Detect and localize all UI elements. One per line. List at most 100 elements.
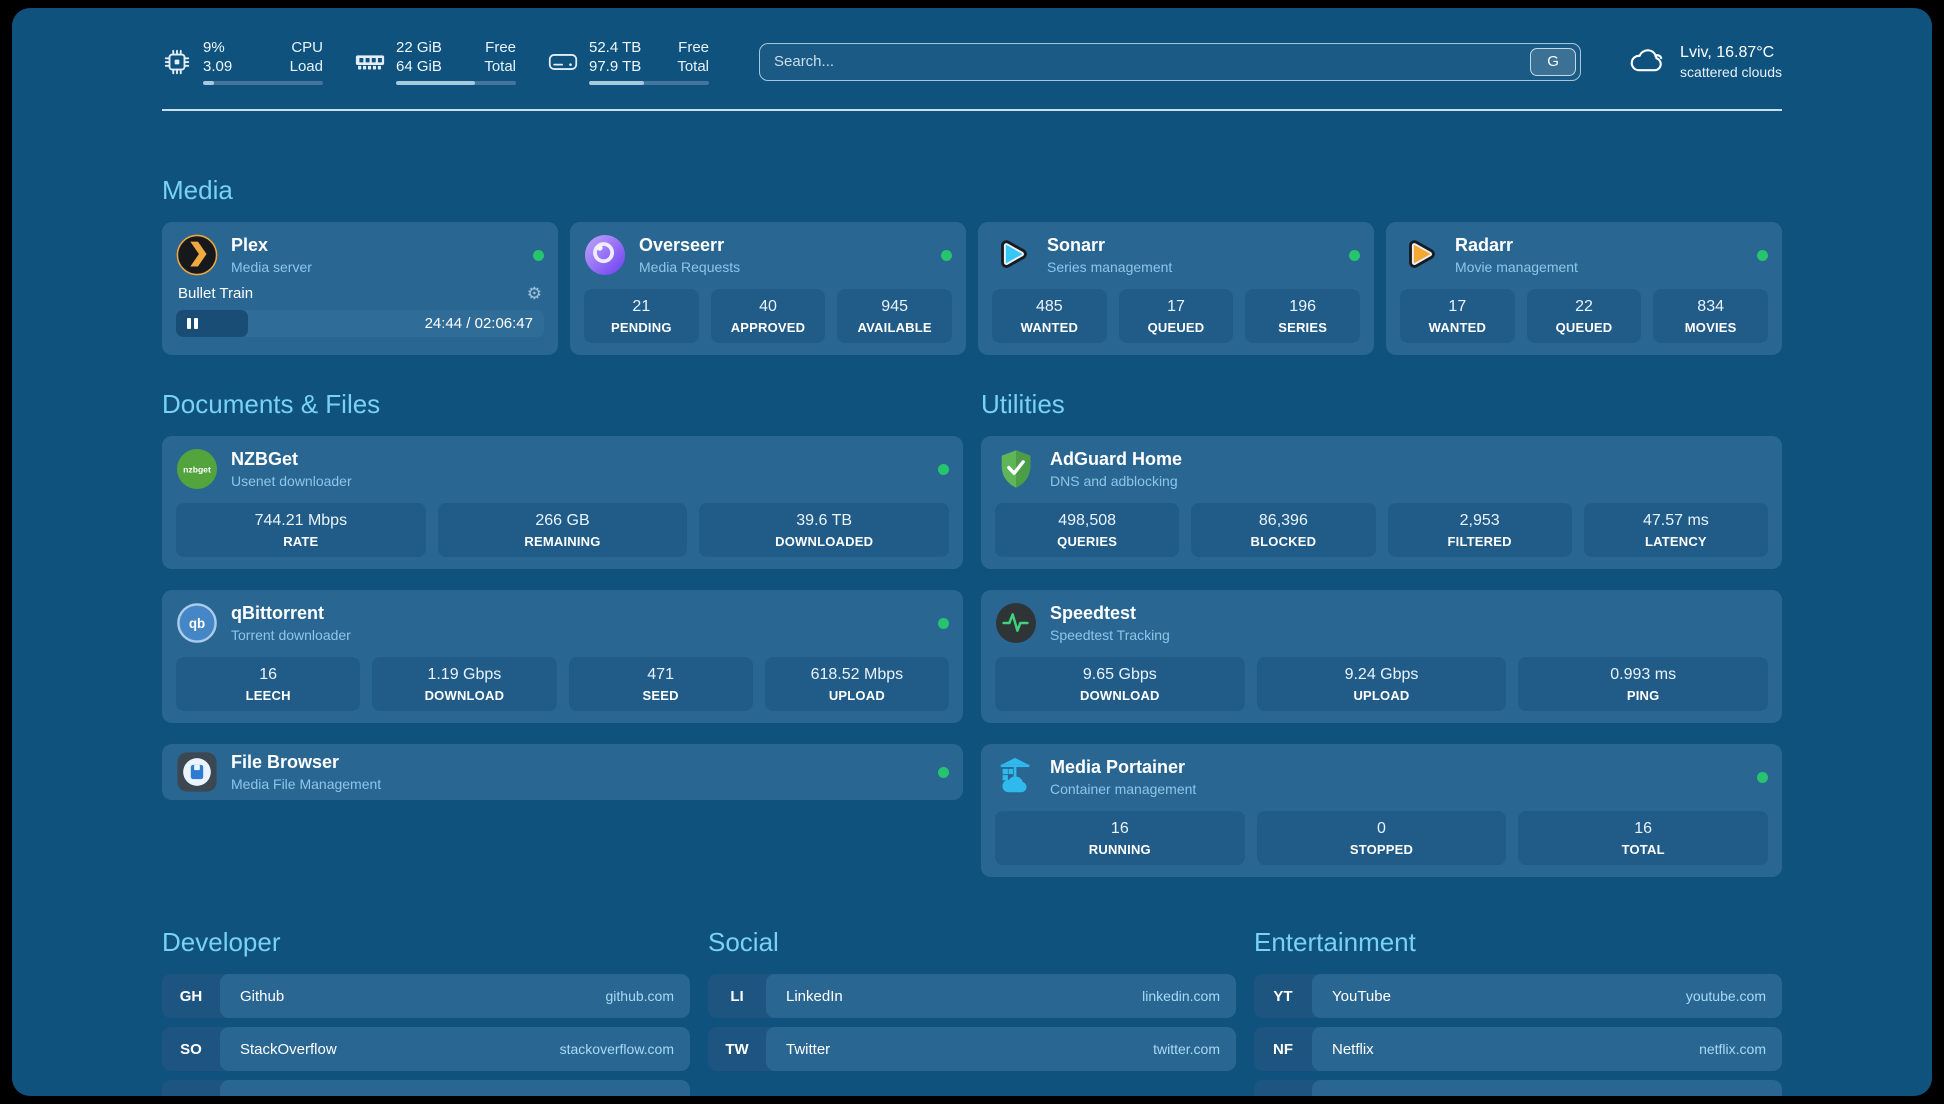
- bookmark-group-social: Social LI LinkedIn linkedin.com TW Twitt…: [708, 927, 1236, 1080]
- section-title-utilities: Utilities: [981, 389, 1065, 419]
- section-title-media: Media: [162, 175, 233, 205]
- stat-box: 834 MOVIES: [1653, 289, 1768, 343]
- bookmark-name: Twitter: [786, 1040, 831, 1058]
- stat-box: 266 GB REMAINING: [437, 503, 688, 557]
- stat-box: 47.57 ms LATENCY: [1583, 503, 1768, 557]
- app-subtitle: Media server: [231, 258, 312, 275]
- documents-column: Documents & Files nzbget NZBGet Usenet d: [162, 389, 963, 800]
- bookmark-netflix[interactable]: NF Netflix netflix.com: [1254, 1027, 1782, 1071]
- stat-box: 744.21 Mbps RATE: [176, 503, 426, 557]
- bookmark-url: youtube.com: [1685, 988, 1766, 1004]
- app-card-nzbget[interactable]: nzbget NZBGet Usenet downloader 744.21 M…: [162, 436, 963, 569]
- disk-total-label: Total: [677, 58, 709, 75]
- bookmark-name: DEV: [240, 1094, 271, 1097]
- app-card-speedtest[interactable]: Speedtest Speedtest Tracking 9.65 Gbps D…: [981, 590, 1782, 723]
- stat-box: 40 APPROVED: [710, 289, 826, 343]
- stat-box: 21 PENDING: [584, 289, 699, 343]
- app-name: File Browser: [231, 752, 340, 773]
- bookmark-name: Reddit: [1332, 1094, 1375, 1097]
- system-stats: 9% CPU 3.09 Load: [162, 38, 709, 85]
- stat-box: 22 QUEUED: [1526, 289, 1642, 343]
- app-card-overseerr[interactable]: Overseerr Media Requests 21 PENDING 40 A…: [570, 222, 966, 355]
- app-card-filebrowser[interactable]: File Browser Media File Management: [162, 744, 963, 800]
- search-engine-button[interactable]: G: [1530, 47, 1577, 76]
- app-subtitle: DNS and adblocking: [1050, 472, 1178, 489]
- app-name: Speedtest: [1050, 603, 1137, 624]
- cpu-load-label: Load: [289, 58, 323, 75]
- stat-box: 86,396 BLOCKED: [1191, 503, 1376, 557]
- bookmark-twitter[interactable]: TW Twitter twitter.com: [708, 1027, 1236, 1071]
- gear-icon[interactable]: ⚙: [526, 284, 542, 303]
- header-divider: [162, 109, 1782, 111]
- stat-box: 39.6 TB DOWNLOADED: [699, 503, 949, 557]
- bookmark-linkedin[interactable]: LI LinkedIn linkedin.com: [708, 974, 1236, 1018]
- stat-box: 485 WANTED: [992, 289, 1107, 343]
- stat-box: 2,953 FILTERED: [1387, 503, 1572, 557]
- bookmark-url: github.com: [605, 988, 674, 1004]
- bookmark-tag: DT: [162, 1080, 220, 1097]
- plex-icon: [176, 234, 218, 276]
- app-card-adguard[interactable]: AdGuard Home DNS and adblocking 498,508 …: [981, 436, 1782, 569]
- bookmark-group-developer: Developer GH Github github.com SO StackO…: [162, 927, 690, 1096]
- app-card-plex[interactable]: Plex Media server Bullet Train ⚙ 24:44 /…: [162, 222, 558, 355]
- bookmark-tag: NF: [1273, 1040, 1293, 1058]
- status-online-dot: [533, 249, 544, 261]
- pause-icon[interactable]: [187, 318, 198, 329]
- search-bar: G: [759, 42, 1582, 81]
- app-subtitle: Media File Management: [231, 775, 382, 792]
- sonarr-icon: [992, 234, 1034, 276]
- app-card-sonarr[interactable]: Sonarr Series management 485 WANTED 17 Q…: [978, 222, 1374, 355]
- app-name: Overseerr: [639, 235, 725, 256]
- bookmark-github[interactable]: GH Github github.com: [162, 974, 690, 1018]
- weather-condition: scattered clouds: [1680, 63, 1782, 80]
- disk-icon: [548, 51, 578, 73]
- weather-location-temp: Lviv, 16.87°C: [1680, 43, 1775, 61]
- app-name: AdGuard Home: [1050, 449, 1183, 470]
- app-name: Radarr: [1455, 235, 1514, 256]
- search-input[interactable]: [774, 53, 1531, 70]
- memory-progress-bar: [396, 81, 516, 85]
- section-title-developer: Developer: [162, 927, 281, 957]
- stat-box: 618.52 Mbps UPLOAD: [764, 657, 949, 711]
- plex-now-playing: Bullet Train ⚙ 24:44 / 02:06:47: [176, 285, 544, 337]
- bookmark-dev[interactable]: DT DEV dev.to: [162, 1080, 690, 1096]
- bookmark-tag: GH: [179, 987, 203, 1005]
- cpu-usage-label: CPU: [291, 39, 323, 56]
- app-name: NZBGet: [231, 449, 298, 470]
- bookmark-group-entertainment: Entertainment YT YouTube youtube.com NF …: [1254, 927, 1782, 1096]
- disk-stat: 52.4 TB Free 97.9 TB Total: [548, 38, 709, 85]
- playback-progress-bar[interactable]: 24:44 / 02:06:47: [176, 310, 544, 337]
- dashboard-content: 9% CPU 3.09 Load: [162, 8, 1782, 1096]
- app-card-portainer[interactable]: Media Portainer Container management 16 …: [981, 744, 1782, 877]
- svg-text:nzbget: nzbget: [183, 464, 211, 474]
- memory-icon: [355, 50, 385, 73]
- app-card-radarr[interactable]: Radarr Movie management 17 WANTED 22 QUE…: [1386, 222, 1782, 355]
- bookmark-youtube[interactable]: YT YouTube youtube.com: [1254, 974, 1782, 1018]
- status-online-dot: [938, 463, 949, 475]
- dashboard-panel: 9% CPU 3.09 Load: [12, 8, 1932, 1096]
- stat-box: 0.993 ms PING: [1518, 657, 1768, 711]
- section-title-documents: Documents & Files: [162, 389, 381, 419]
- stat-box: 9.24 Gbps UPLOAD: [1256, 657, 1507, 711]
- app-subtitle: Container management: [1050, 780, 1197, 797]
- disk-progress-fill: [589, 81, 645, 85]
- app-name: Sonarr: [1047, 235, 1106, 256]
- status-online-dot: [941, 249, 952, 261]
- stat-box: 1.19 Gbps DOWNLOAD: [372, 657, 557, 711]
- stat-box: 16 RUNNING: [995, 811, 1245, 865]
- weather-widget[interactable]: Lviv, 16.87°C scattered clouds: [1627, 44, 1782, 80]
- bookmark-name: YouTube: [1332, 987, 1391, 1005]
- app-subtitle: Series management: [1047, 258, 1173, 275]
- app-subtitle: Usenet downloader: [231, 472, 352, 489]
- app-card-qbittorrent[interactable]: qb qBittorrent Torrent downloader 16 LEE…: [162, 590, 963, 723]
- bookmark-reddit[interactable]: RE Reddit reddit.com: [1254, 1080, 1782, 1096]
- media-grid: Plex Media server Bullet Train ⚙ 24:44 /…: [162, 222, 1782, 355]
- stat-box: 0 STOPPED: [1256, 811, 1507, 865]
- memory-stat: 22 GiB Free 64 GiB Total: [355, 38, 516, 85]
- bookmark-stackoverflow[interactable]: SO StackOverflow stackoverflow.com: [162, 1027, 690, 1071]
- bookmark-tag: TW: [725, 1040, 749, 1058]
- memory-total-value: 64 GiB: [396, 58, 442, 75]
- cloud-icon: [1627, 47, 1667, 76]
- section-title-entertainment: Entertainment: [1254, 927, 1416, 957]
- bookmark-tag: RE: [1254, 1080, 1312, 1097]
